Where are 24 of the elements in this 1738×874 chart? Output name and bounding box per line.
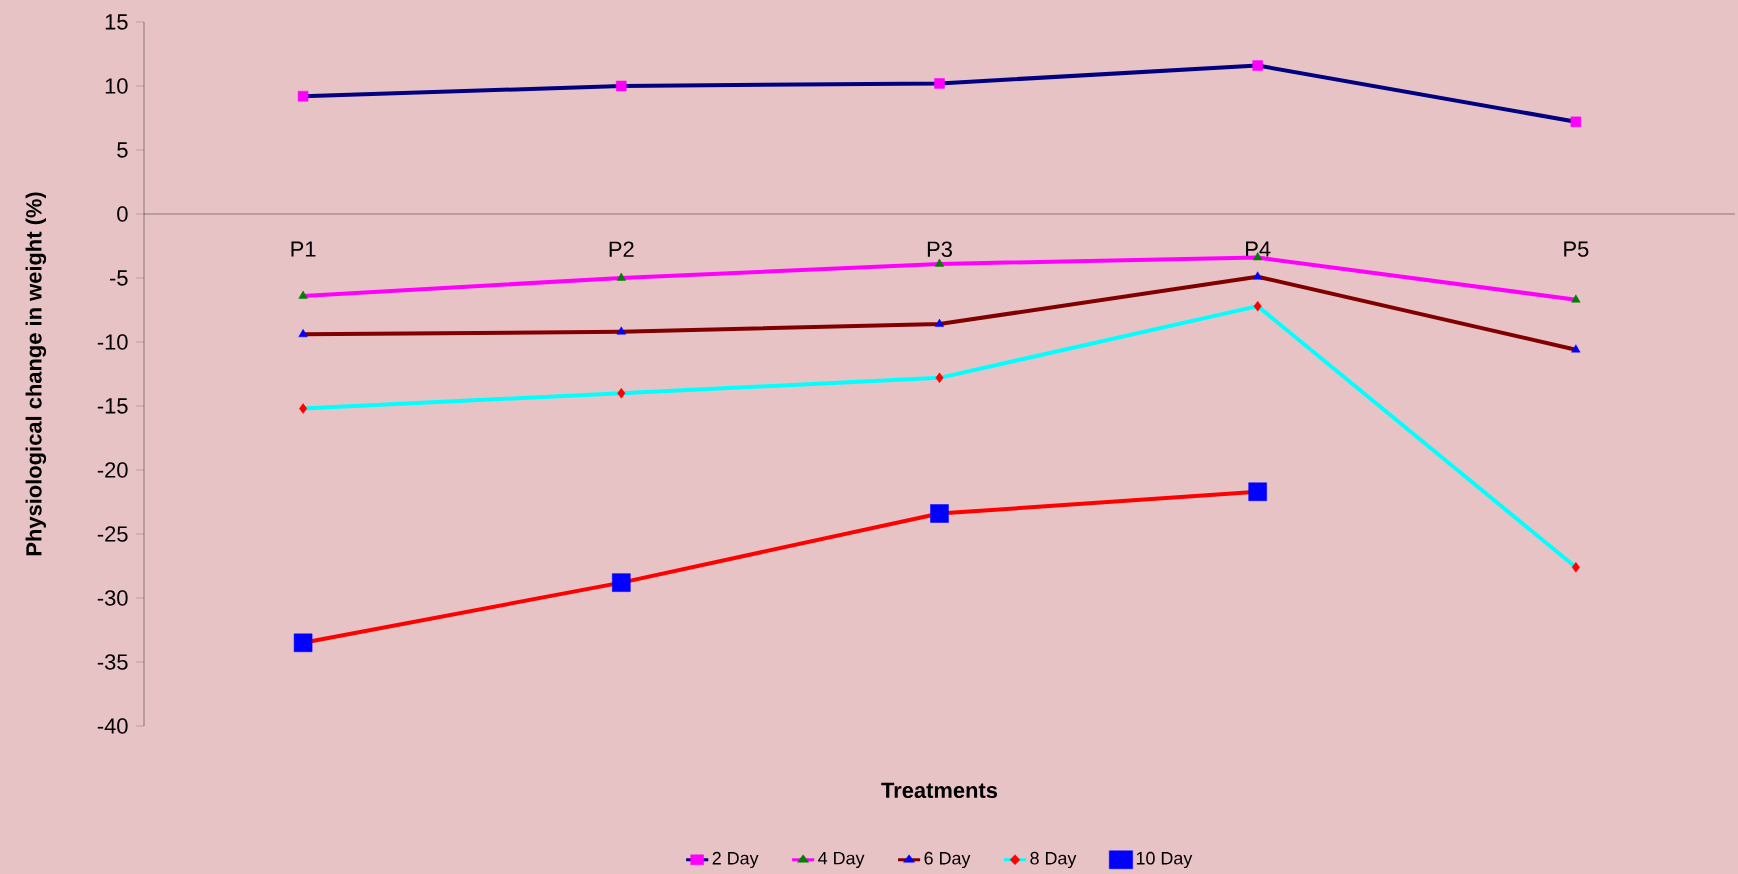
y-tick-label: -20 [97,462,128,478]
x-tick-label: P3 [927,241,952,258]
y-tick-label: -15 [97,398,128,414]
y-tick-label: -10 [97,334,128,350]
x-tick-label: P5 [1564,241,1589,257]
y-tick-label: 0 [117,206,128,222]
y-tick-label: -40 [97,718,128,734]
x-tick-label: P4 [1246,241,1271,257]
y-tick-label: -5 [109,270,128,286]
legend-label: 10 Day [1136,851,1193,869]
x-axis-title: Treatments [881,782,998,799]
legend-label: 2 Day [712,851,759,869]
y-tick-label: 10 [105,78,128,94]
legend-label: 8 Day [1030,851,1077,869]
legend-label: 4 Day [818,851,865,869]
x-tick-label: P1 [291,241,316,257]
y-tick-label: -35 [97,654,128,670]
y-tick-label: -30 [97,590,128,606]
legend-label: 6 Day [924,851,971,869]
y-tick-label: 5 [117,142,128,158]
y-tick-label: -25 [97,526,128,542]
y-tick-label: 15 [105,14,128,30]
y-axis-title: Physiological change in weight (%) [25,192,47,556]
x-tick-label: P2 [609,241,634,257]
